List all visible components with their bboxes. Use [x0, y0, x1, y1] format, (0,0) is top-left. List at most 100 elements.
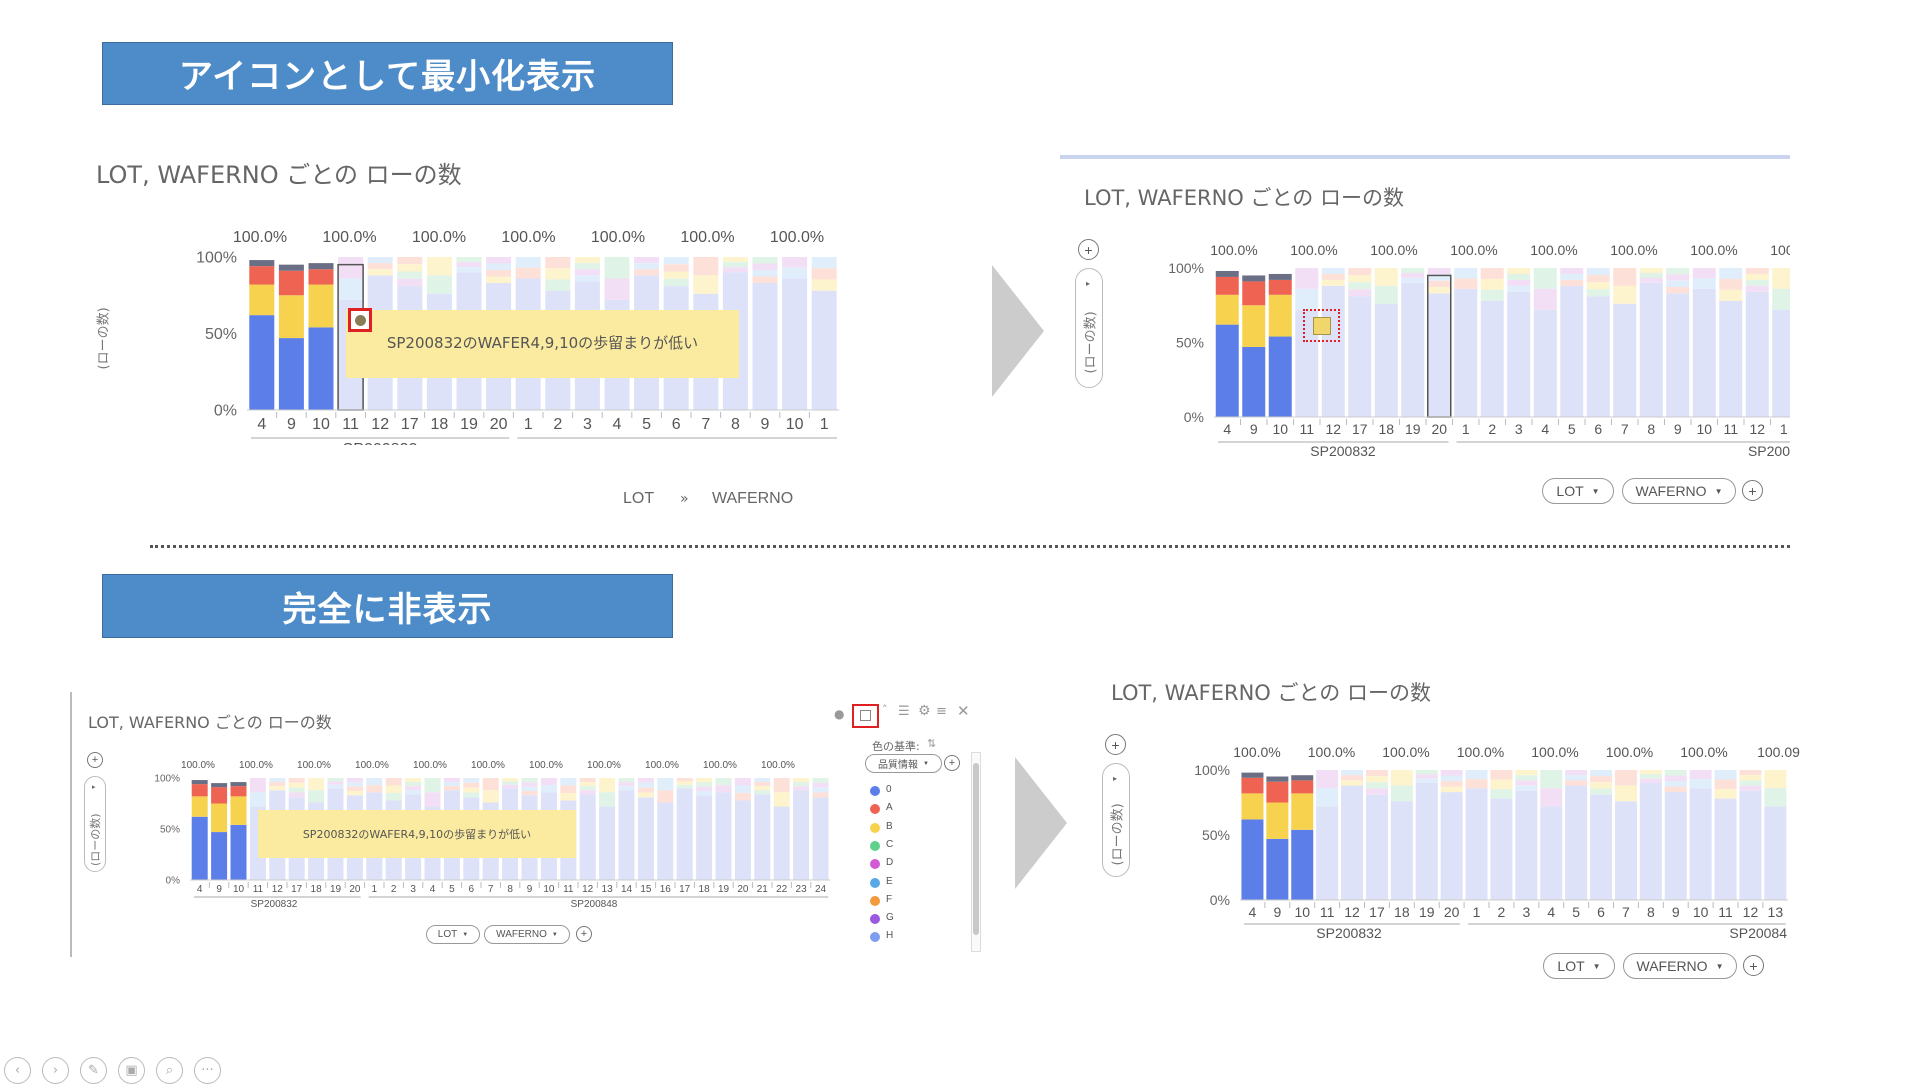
- bar[interactable]: [793, 778, 810, 880]
- bar[interactable]: [754, 778, 771, 880]
- pages-icon[interactable]: ▣: [118, 1057, 145, 1084]
- bar[interactable]: [1295, 268, 1319, 417]
- bar[interactable]: [782, 257, 808, 410]
- bar[interactable]: [1560, 268, 1584, 417]
- bar[interactable]: [734, 778, 751, 880]
- footer-wafer[interactable]: WAFERNO: [712, 490, 794, 507]
- bar[interactable]: [637, 778, 654, 880]
- bar[interactable]: [308, 263, 334, 410]
- bar[interactable]: [773, 778, 790, 880]
- bar[interactable]: [1390, 770, 1413, 900]
- bar[interactable]: [696, 778, 713, 880]
- bar[interactable]: [752, 257, 778, 410]
- pen-icon[interactable]: ✎: [80, 1057, 107, 1084]
- legend-item[interactable]: H: [870, 930, 930, 944]
- bar[interactable]: [1490, 770, 1513, 900]
- bar[interactable]: [657, 778, 674, 880]
- bar[interactable]: [1639, 770, 1662, 900]
- bar[interactable]: [1427, 268, 1451, 417]
- bar[interactable]: [1242, 275, 1266, 417]
- bar[interactable]: [1586, 268, 1610, 417]
- lot-dropdown[interactable]: LOT ▼: [1543, 953, 1615, 979]
- scrollbar-thumb[interactable]: [973, 763, 979, 935]
- bar[interactable]: [1465, 770, 1488, 900]
- bar[interactable]: [1440, 770, 1463, 900]
- scrollbar[interactable]: [971, 752, 981, 952]
- close-icon[interactable]: ✕: [957, 702, 970, 720]
- bar[interactable]: [1215, 270, 1239, 417]
- bar[interactable]: [1613, 268, 1637, 417]
- waferno-dropdown[interactable]: WAFERNO ▼: [1623, 953, 1737, 979]
- add-icon[interactable]: +: [576, 926, 592, 942]
- bar[interactable]: [1348, 268, 1372, 417]
- bar[interactable]: [191, 780, 208, 880]
- footer-lot[interactable]: LOT: [623, 490, 655, 507]
- color-by-dropdown[interactable]: 品質情報 ▼: [865, 754, 942, 773]
- add-icon[interactable]: +: [1742, 480, 1763, 501]
- legend-item[interactable]: 0: [870, 784, 930, 798]
- legend-item[interactable]: A: [870, 802, 930, 816]
- y-axis-selector[interactable]: ▸ (ローの数): [1102, 763, 1130, 877]
- bar[interactable]: [1374, 268, 1398, 417]
- bar-chart[interactable]: 100% 50% 0% 100.0% 100.0% 100.0% 100.0% 100.0% 1…: [1060, 155, 1790, 475]
- hide-annotation-button[interactable]: [852, 704, 879, 728]
- bar[interactable]: [812, 778, 829, 880]
- add-icon[interactable]: +: [1105, 734, 1126, 755]
- bar[interactable]: [1590, 770, 1613, 900]
- legend-item[interactable]: B: [870, 821, 930, 835]
- waferno-dropdown[interactable]: WAFERNO ▼: [1622, 478, 1736, 504]
- bar[interactable]: [1507, 268, 1531, 417]
- notes-icon[interactable]: ☰: [898, 704, 910, 719]
- bar[interactable]: [715, 778, 732, 880]
- y-axis-selector[interactable]: ▸ (ローの数): [1075, 268, 1103, 388]
- bar[interactable]: [1533, 268, 1557, 417]
- bar[interactable]: [1241, 772, 1264, 900]
- bar[interactable]: [1321, 268, 1345, 417]
- bar[interactable]: [278, 264, 304, 410]
- bar[interactable]: [230, 782, 247, 880]
- bar[interactable]: [1291, 775, 1314, 900]
- add-icon[interactable]: +: [1743, 955, 1764, 976]
- legend-item[interactable]: E: [870, 876, 930, 890]
- bar[interactable]: [676, 778, 693, 880]
- add-icon[interactable]: +: [1078, 239, 1099, 260]
- legend-item[interactable]: C: [870, 839, 930, 853]
- bar[interactable]: [618, 778, 635, 880]
- bar[interactable]: [1764, 770, 1787, 900]
- sort-icon[interactable]: ⇅: [927, 737, 937, 750]
- bar[interactable]: [1739, 770, 1762, 900]
- pin-icon[interactable]: ●: [834, 707, 845, 721]
- bar-chart[interactable]: 100% 50% 0% 100.0% 100.0% 100.0% 100.0% 100.0% 1…: [1085, 660, 1805, 970]
- bar[interactable]: [1266, 776, 1289, 901]
- next-icon[interactable]: ›: [42, 1057, 69, 1084]
- add-icon[interactable]: +: [87, 752, 103, 768]
- bar[interactable]: [1515, 770, 1538, 900]
- waferno-dropdown[interactable]: WAFERNO ▼: [484, 925, 570, 944]
- bar[interactable]: [1689, 770, 1712, 900]
- bar[interactable]: [249, 260, 275, 410]
- legend-item[interactable]: G: [870, 912, 930, 926]
- bar[interactable]: [1316, 770, 1339, 900]
- bar[interactable]: [599, 778, 616, 880]
- bar[interactable]: [1772, 268, 1790, 417]
- lot-dropdown[interactable]: LOT ▼: [426, 925, 480, 944]
- bar[interactable]: [1745, 268, 1769, 417]
- legend-item[interactable]: F: [870, 894, 930, 908]
- bar[interactable]: [1639, 268, 1663, 417]
- annotation-box[interactable]: SP200832のWAFER4,9,10の歩留まりが低い: [258, 810, 576, 858]
- bar[interactable]: [1454, 268, 1478, 417]
- bar[interactable]: [1714, 770, 1737, 900]
- legend-item[interactable]: D: [870, 857, 930, 871]
- bar[interactable]: [1415, 770, 1438, 900]
- add-icon[interactable]: +: [944, 755, 960, 771]
- bar[interactable]: [1341, 770, 1364, 900]
- annotation-minimize-icon[interactable]: [348, 308, 372, 332]
- lot-dropdown[interactable]: LOT ▼: [1542, 478, 1614, 504]
- bar[interactable]: [211, 783, 228, 880]
- minimized-annotation-icon[interactable]: [1303, 309, 1340, 342]
- y-axis-selector[interactable]: ▸ (ローの数): [84, 776, 106, 872]
- bar[interactable]: [1540, 770, 1563, 900]
- bar[interactable]: [1692, 268, 1716, 417]
- more-icon[interactable]: ···: [194, 1057, 221, 1084]
- bar[interactable]: [1666, 268, 1690, 417]
